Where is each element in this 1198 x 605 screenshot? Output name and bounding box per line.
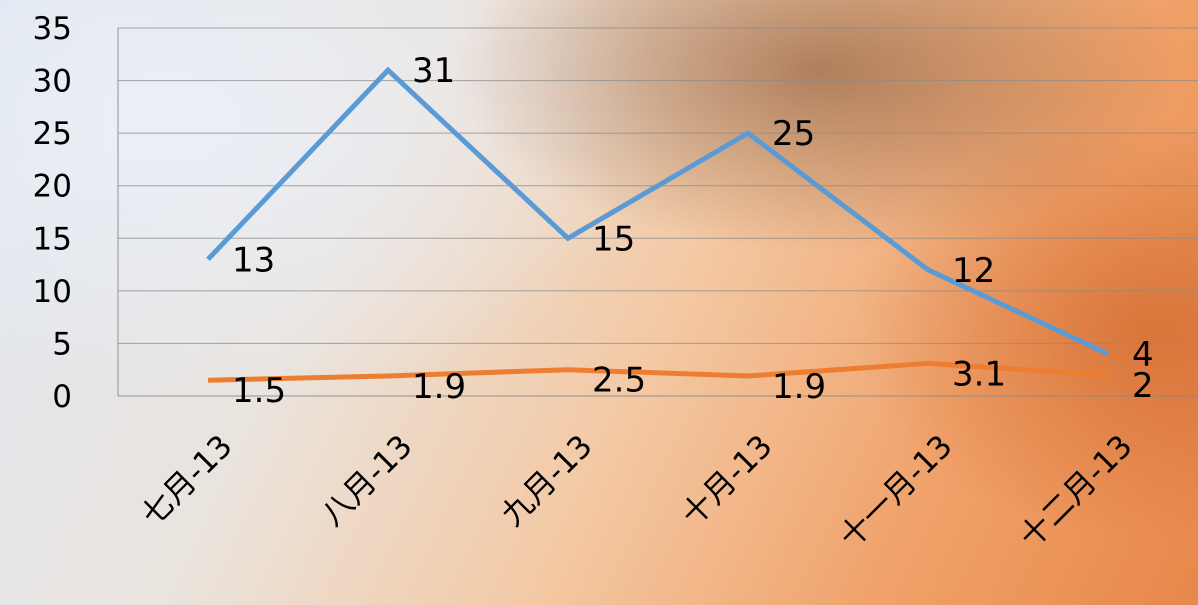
y-tick-label: 20 [33,169,72,205]
data-label: 1.9 [412,367,466,407]
series-lines [206,66,1110,383]
data-label: 15 [592,219,635,259]
data-label: 31 [412,51,455,91]
series-line-1 [206,66,1110,357]
x-category-label: 十二月-13 [1013,428,1140,555]
data-labels: 13 31 15 25 12 4 1.5 1.9 2.5 1.9 3.1 2 [232,51,1154,411]
data-label: 1.9 [772,367,826,407]
y-tick-label: 10 [33,274,72,310]
data-label: 2.5 [592,361,646,401]
y-tick-label: 25 [33,116,72,152]
x-category-label: 十月-13 [675,428,780,533]
gridlines [117,27,1198,397]
x-category-label: 九月-13 [495,428,600,533]
data-label: 4 [1132,335,1154,375]
x-axis-category-labels: 七月-13 八月-13 九月-13 十月-13 十一月-13 十二月-13 [135,428,1140,555]
y-tick-label: 0 [52,379,72,415]
x-category-label: 八月-13 [315,428,420,533]
data-label: 25 [772,114,815,154]
y-axis-tick-labels: 0 5 10 15 20 25 30 35 [33,11,72,415]
data-label: 13 [232,240,275,280]
x-category-label: 十一月-13 [833,428,960,555]
data-label: 12 [952,251,995,291]
y-tick-label: 15 [33,221,72,257]
y-tick-label: 30 [33,64,72,100]
data-label: 3.1 [952,354,1006,394]
y-tick-label: 35 [33,11,72,47]
series-line-2 [207,360,1109,383]
data-label: 2 [1132,366,1154,406]
x-category-label: 七月-13 [135,428,240,533]
y-tick-label: 5 [52,326,72,362]
data-label: 1.5 [232,371,286,411]
